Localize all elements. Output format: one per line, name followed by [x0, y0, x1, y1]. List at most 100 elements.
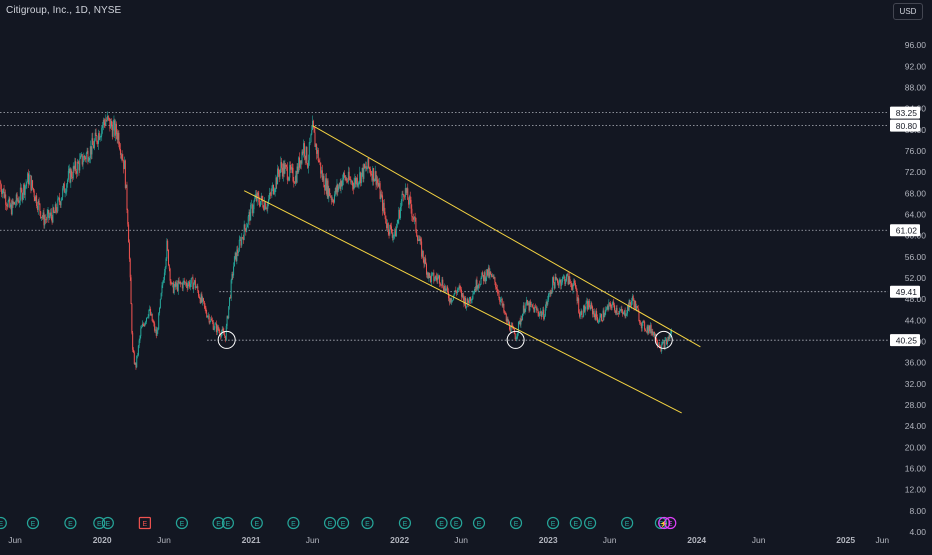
candle-body: [6, 204, 8, 206]
candle-body: [189, 281, 191, 288]
candle-body: [143, 324, 145, 327]
candle-body: [243, 224, 245, 240]
time-tick-label: 2021: [242, 535, 261, 545]
candle-body: [184, 280, 186, 284]
candle-body: [385, 215, 387, 224]
candle-body: [259, 201, 261, 207]
candle-body: [168, 265, 170, 269]
candle-body: [272, 184, 274, 195]
candle-body: [229, 297, 231, 299]
candle-body: [303, 143, 305, 156]
candle-body: [599, 316, 601, 322]
candle-body: [158, 313, 160, 330]
candle-body: [408, 199, 410, 205]
candle-body: [67, 170, 69, 180]
candle-body: [99, 136, 101, 140]
candle-body: [178, 280, 180, 284]
candle-body: [451, 300, 453, 303]
candle-body: [177, 280, 179, 291]
candle-body: [202, 298, 204, 302]
candle-body: [262, 200, 264, 207]
candle-body: [166, 240, 168, 259]
candle-body: [45, 219, 47, 220]
candle-body: [71, 177, 73, 179]
candle-body: [111, 121, 113, 127]
candle-body: [62, 183, 64, 189]
candle-body: [480, 277, 482, 285]
candle-body: [567, 273, 569, 285]
candle-body: [251, 204, 253, 206]
candle-body: [236, 249, 238, 262]
candle-body: [422, 250, 424, 260]
candle-body: [165, 258, 167, 268]
candle-body: [329, 188, 331, 196]
candle-body: [596, 317, 598, 323]
candle-body: [207, 315, 209, 318]
candle-body: [307, 163, 309, 168]
price-tick-label: 52.00: [905, 273, 927, 283]
candle-body: [528, 302, 530, 311]
time-tick-label: Jun: [603, 535, 617, 545]
candle-body: [313, 127, 315, 133]
candle-body: [192, 277, 194, 290]
candle-body: [562, 276, 564, 278]
candle-body: [429, 273, 431, 277]
candle-body: [84, 157, 86, 160]
candle-body: [1, 189, 3, 194]
candle-body: [517, 322, 519, 333]
channel-lower-trendline: [243, 190, 682, 414]
candle-body: [104, 122, 106, 126]
time-tick-label: 2025: [836, 535, 855, 545]
candle-body: [487, 267, 489, 276]
currency-button[interactable]: USD: [893, 3, 923, 20]
level-price-badge: [890, 224, 920, 237]
candle-body: [304, 155, 306, 160]
time-tick-label: Jun: [875, 535, 889, 545]
candle-body: [406, 188, 408, 193]
candle-body: [500, 298, 502, 300]
candle-body: [36, 206, 38, 210]
candle-body: [359, 172, 361, 182]
candle-body: [353, 183, 355, 189]
candle-body: [575, 287, 577, 292]
candle-body: [622, 311, 624, 315]
candle-body: [559, 279, 561, 283]
candle-body: [255, 194, 257, 201]
candle-body: [78, 163, 80, 171]
candle-body: [323, 175, 325, 188]
candle-body: [319, 161, 321, 163]
candle-body: [613, 301, 615, 306]
candle-body: [224, 335, 226, 341]
candle-body: [246, 224, 248, 228]
candle-body: [662, 342, 664, 344]
candle-body: [221, 328, 223, 333]
price-tick-label: 56.00: [905, 252, 927, 262]
candle-body: [202, 298, 204, 302]
candle-body: [156, 330, 158, 336]
earnings-event-icon: [0, 516, 7, 530]
candle-body: [188, 281, 190, 285]
candle-body: [277, 168, 279, 185]
candle-body: [226, 316, 228, 326]
candle-body: [551, 291, 553, 292]
candle-body: [59, 202, 61, 206]
candle-body: [564, 276, 566, 284]
candle-body: [377, 183, 379, 187]
candle-body: [586, 301, 588, 304]
candle-body: [471, 298, 473, 300]
candle-body: [303, 143, 305, 154]
earnings-event-icon: [175, 516, 189, 530]
candle-body: [571, 287, 573, 290]
earnings-event-icon: [101, 516, 114, 530]
candle-body: [17, 200, 19, 202]
candle-body: [627, 305, 629, 314]
candle-body: [164, 267, 166, 273]
candle-body: [315, 144, 317, 147]
candle-body: [373, 168, 375, 182]
earnings-event-icon: [546, 516, 560, 530]
candle-body: [285, 165, 287, 166]
candle-body: [29, 175, 31, 177]
candle-body: [132, 332, 134, 350]
